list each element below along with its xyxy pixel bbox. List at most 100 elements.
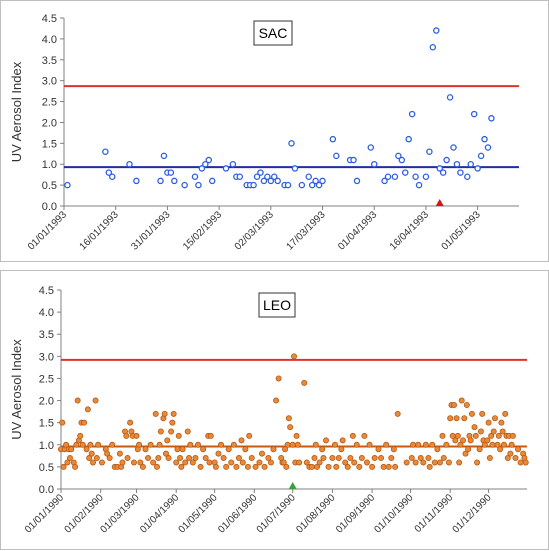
- x-tick-label: 17/03/1993: [284, 209, 327, 252]
- data-point: [170, 410, 177, 417]
- data-point: [312, 177, 319, 185]
- data-point: [106, 455, 113, 462]
- data-point: [508, 441, 515, 448]
- data-point: [139, 463, 146, 470]
- data-point: [165, 455, 172, 462]
- chart-title: SAC: [259, 25, 288, 41]
- data-point: [164, 437, 171, 444]
- data-point: [477, 152, 485, 160]
- data-point: [192, 455, 199, 462]
- data-point: [363, 459, 370, 466]
- data-point: [415, 441, 422, 448]
- x-tick-label: 01/04/1993: [336, 209, 379, 252]
- data-point: [426, 463, 433, 470]
- x-tick-label: 01/03/1990: [98, 492, 141, 535]
- data-point: [408, 455, 415, 462]
- data-point: [205, 156, 213, 164]
- data-point: [238, 437, 245, 444]
- data-point: [66, 455, 73, 462]
- data-point: [156, 441, 163, 448]
- data-point: [253, 173, 261, 181]
- data-point: [481, 135, 488, 143]
- y-tick-label: 2.0: [42, 117, 57, 129]
- data-point: [443, 156, 450, 164]
- data-point: [367, 144, 375, 151]
- data-point: [507, 450, 514, 457]
- data-point: [293, 432, 300, 439]
- data-point: [202, 455, 209, 462]
- y-tick-label: 0.5: [39, 462, 54, 474]
- data-point: [349, 432, 356, 439]
- data-point: [320, 455, 327, 462]
- x-tick-label: 01/01/1990: [23, 492, 66, 535]
- data-point: [484, 437, 491, 444]
- data-point: [171, 177, 178, 185]
- data-point: [84, 406, 91, 413]
- data-point: [457, 169, 464, 176]
- y-tick-label: 4.0: [39, 307, 54, 319]
- data-point: [329, 455, 336, 462]
- data-point: [392, 463, 399, 470]
- data-point: [81, 419, 88, 426]
- y-tick-label: 3.5: [39, 329, 54, 341]
- x-tick-label: 15/02/1993: [181, 209, 224, 252]
- data-point: [274, 177, 281, 185]
- data-point: [127, 419, 134, 426]
- data-point: [398, 156, 406, 164]
- data-point: [64, 181, 71, 189]
- data-point: [157, 428, 164, 435]
- data-point: [305, 173, 312, 181]
- data-point: [225, 446, 232, 453]
- data-point: [388, 455, 395, 462]
- data-point: [477, 428, 484, 435]
- data-point: [105, 169, 113, 176]
- x-tick-label: 01/08/1990: [294, 492, 337, 535]
- data-point: [246, 432, 253, 439]
- data-point: [177, 455, 184, 462]
- data-point: [133, 432, 140, 439]
- y-tick-label: 2.5: [42, 97, 57, 109]
- data-point: [495, 432, 502, 439]
- data-point: [186, 455, 193, 462]
- data-point: [233, 463, 240, 470]
- data-point: [465, 446, 472, 453]
- data-point: [230, 441, 237, 448]
- data-point: [267, 459, 274, 466]
- data-point: [443, 441, 450, 448]
- data-point: [488, 432, 495, 439]
- data-point: [260, 177, 268, 185]
- y-tick-label: 3.0: [42, 76, 57, 88]
- data-point: [267, 177, 275, 185]
- x-tick-label: 01/05/1993: [440, 209, 483, 252]
- data-point: [68, 446, 75, 453]
- data-point: [198, 165, 206, 172]
- x-tick-label: 01/01/1993: [26, 209, 69, 252]
- data-point: [175, 432, 182, 439]
- data-point: [314, 463, 321, 470]
- data-point: [218, 441, 225, 448]
- event-marker-triangle: [435, 199, 444, 206]
- data-point: [308, 181, 316, 189]
- data-point: [182, 459, 189, 466]
- data-point: [167, 169, 175, 176]
- data-point: [288, 140, 295, 147]
- leo-scatter-chart: 0.0 0.5 1.0 1.5 2.0 2.5 3.0 3.5 4.0 4.5 UV Aerosol…: [9, 285, 529, 536]
- data-point: [116, 450, 123, 457]
- event-marker-triangle: [288, 482, 297, 489]
- data-point: [189, 459, 196, 466]
- x-tick-label: 01/05/1990: [177, 492, 220, 535]
- data-point: [479, 410, 486, 417]
- data-point: [296, 459, 303, 466]
- data-point: [447, 415, 454, 422]
- data-point: [489, 441, 496, 448]
- x-tick-label: 01/10/1990: [372, 492, 415, 535]
- data-point: [301, 379, 308, 386]
- data-point: [244, 463, 251, 470]
- data-point: [258, 450, 265, 457]
- y-tick-label: 3.5: [42, 55, 57, 67]
- data-point: [459, 437, 466, 444]
- data-point: [291, 165, 299, 172]
- y-tick-label: 3.0: [39, 351, 54, 363]
- data-point: [383, 441, 390, 448]
- data-point: [458, 397, 465, 404]
